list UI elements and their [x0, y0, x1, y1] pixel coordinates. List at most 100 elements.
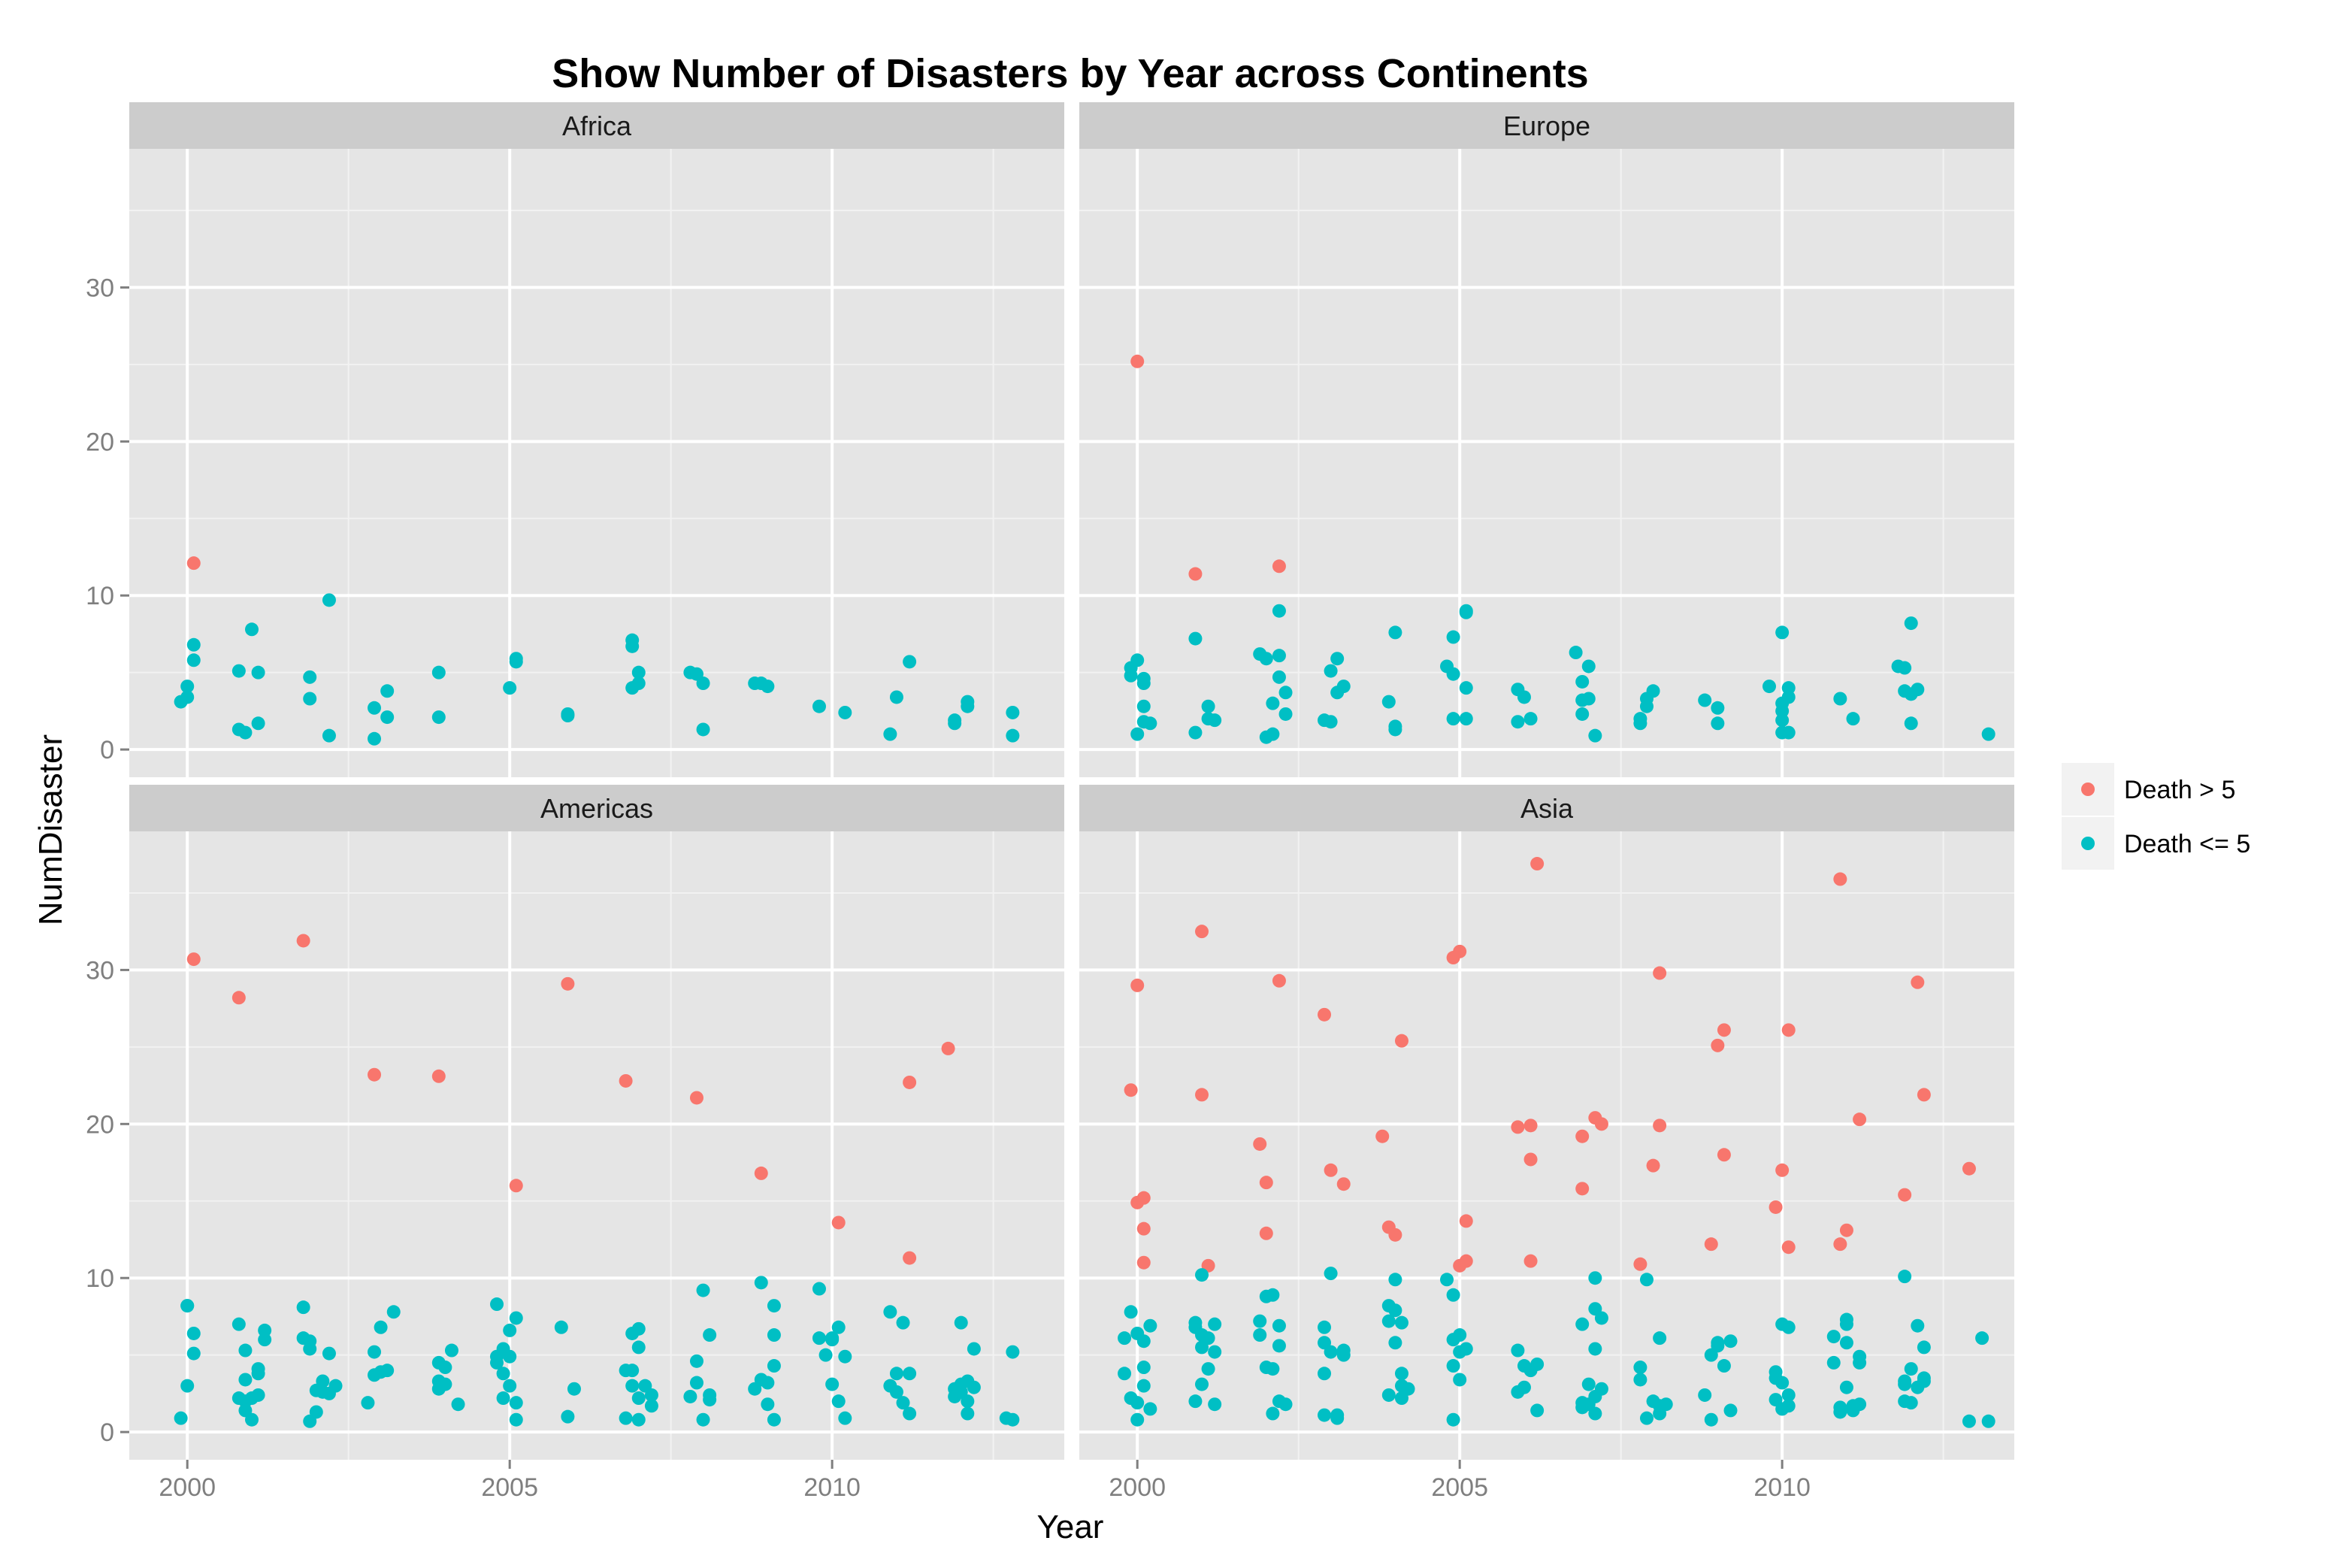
data-point	[1208, 1397, 1222, 1412]
data-point	[1904, 1396, 1918, 1410]
data-point	[1143, 716, 1157, 731]
data-point	[490, 1297, 504, 1312]
y-axis-title: NumDisaster	[32, 734, 69, 925]
data-point	[1381, 1388, 1396, 1402]
data-point	[1188, 1315, 1203, 1330]
data-point	[1259, 652, 1273, 666]
legend: Death > 5 Death <= 5	[2060, 761, 2250, 871]
data-point	[1530, 1403, 1545, 1418]
data-point	[431, 665, 446, 680]
panel-americas: Americas 0 10 20 30 2000 2005 2010	[86, 785, 1064, 1502]
data-point	[644, 1388, 658, 1402]
data-point	[431, 1069, 446, 1083]
data-point	[1136, 1361, 1151, 1375]
y-tick-label: 30	[86, 274, 114, 302]
data-point	[1769, 1200, 1783, 1214]
data-point	[889, 690, 903, 704]
data-point	[903, 1251, 917, 1265]
data-point	[1459, 604, 1473, 618]
data-point	[883, 1305, 897, 1319]
data-point	[1259, 1176, 1273, 1190]
data-point	[296, 1300, 310, 1315]
data-point	[625, 1364, 640, 1378]
data-point	[1272, 1339, 1286, 1353]
data-point	[328, 1379, 343, 1393]
panel-europe: Europe	[1079, 102, 2014, 777]
data-point	[1575, 707, 1590, 721]
data-point	[1006, 705, 1020, 719]
data-point	[1898, 1188, 1912, 1202]
data-point	[1188, 567, 1203, 581]
data-point	[941, 1041, 955, 1055]
data-point	[509, 1311, 523, 1325]
data-point	[1704, 1412, 1718, 1427]
data-point	[1381, 695, 1396, 709]
panel-background	[129, 149, 1064, 777]
data-point	[831, 1215, 846, 1230]
data-point	[1698, 1388, 1712, 1402]
legend-label: Death <= 5	[2124, 830, 2250, 858]
data-point	[1143, 1318, 1157, 1333]
legend-label: Death > 5	[2124, 776, 2235, 804]
data-point	[1723, 1334, 1738, 1349]
data-point	[1253, 1137, 1267, 1151]
data-point	[1459, 1342, 1473, 1356]
data-point	[509, 652, 523, 666]
data-point	[1188, 631, 1203, 646]
data-point	[967, 1380, 981, 1394]
data-point	[1511, 1120, 1525, 1134]
data-point	[903, 655, 917, 669]
data-point	[1769, 1365, 1783, 1379]
x-tick-label: 2000	[1109, 1473, 1166, 1502]
x-tick-label: 2005	[481, 1473, 538, 1502]
data-point	[1633, 1257, 1648, 1271]
data-point	[1446, 630, 1460, 644]
data-point	[431, 710, 446, 725]
data-point	[503, 681, 517, 695]
data-point	[322, 593, 336, 607]
data-point	[1124, 668, 1138, 683]
data-point	[1446, 667, 1460, 681]
data-point	[1278, 707, 1293, 721]
data-point	[1388, 1227, 1402, 1242]
data-point	[1839, 1312, 1853, 1327]
data-point	[1717, 1148, 1731, 1162]
data-point	[186, 952, 201, 967]
data-point	[1511, 1343, 1525, 1358]
data-point	[1853, 1112, 1867, 1127]
data-point	[1318, 1320, 1332, 1334]
panel-asia: Asia 2000 2005 2010	[1079, 785, 2014, 1502]
data-point	[838, 705, 852, 719]
data-point	[1394, 1034, 1408, 1048]
data-point	[1459, 681, 1473, 695]
x-tick-label: 2005	[1431, 1473, 1488, 1502]
data-point	[186, 1346, 201, 1361]
data-point	[174, 1411, 188, 1425]
data-point	[368, 1067, 382, 1082]
data-point	[1781, 725, 1796, 740]
data-point	[1453, 1373, 1467, 1387]
data-point	[567, 1382, 581, 1396]
data-point	[696, 677, 710, 691]
data-point	[1208, 713, 1222, 728]
data-point	[1381, 1314, 1396, 1328]
data-point	[451, 1397, 465, 1412]
series-death-le-5	[174, 593, 1020, 746]
data-point	[767, 1299, 781, 1313]
data-point	[1130, 354, 1145, 368]
data-point	[689, 1091, 703, 1105]
data-point	[1833, 692, 1847, 706]
data-point	[1781, 1023, 1796, 1037]
data-point	[1446, 1412, 1460, 1427]
panel-africa: Africa 0 10 20 30	[86, 102, 1064, 777]
data-point	[1130, 727, 1145, 741]
data-point	[619, 1411, 633, 1425]
series-death-gt-5	[1130, 354, 1286, 581]
data-point	[322, 1346, 336, 1361]
data-point	[1266, 1406, 1280, 1421]
data-point	[1388, 1336, 1402, 1350]
strip-europe	[1079, 102, 2014, 149]
data-point	[1136, 1379, 1151, 1393]
data-point	[689, 1354, 703, 1368]
data-point	[1639, 699, 1654, 713]
